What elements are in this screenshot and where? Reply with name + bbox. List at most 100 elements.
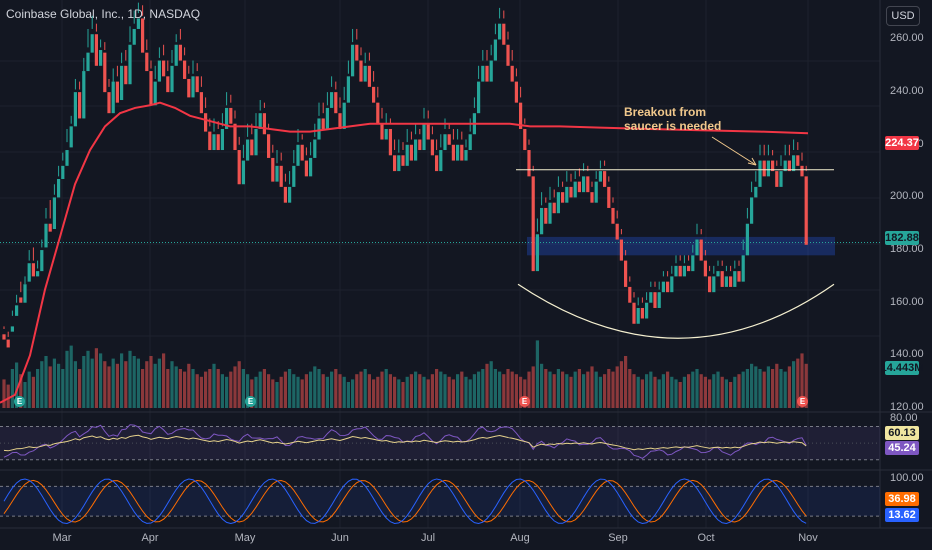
candle-body bbox=[540, 207, 544, 235]
candle-body bbox=[296, 144, 300, 166]
volume-bar bbox=[376, 376, 380, 408]
volume-bar bbox=[523, 379, 527, 408]
candle-body bbox=[27, 263, 31, 282]
volume-bar bbox=[519, 376, 523, 408]
candle-body bbox=[384, 128, 388, 140]
volume-bar bbox=[141, 369, 145, 408]
volume-bar bbox=[246, 374, 250, 408]
volume-bar bbox=[262, 369, 266, 408]
earnings-icon[interactable]: E bbox=[245, 396, 256, 407]
candle-body bbox=[254, 128, 258, 156]
annotation-arrow-head bbox=[747, 157, 757, 166]
candle-body bbox=[569, 186, 573, 198]
candle-body bbox=[430, 139, 434, 156]
candle-body bbox=[258, 113, 262, 129]
candle-body bbox=[771, 160, 775, 172]
volume-bar bbox=[267, 374, 271, 408]
currency-button[interactable]: USD bbox=[886, 6, 920, 26]
candle-body bbox=[762, 160, 766, 177]
candle-body bbox=[464, 150, 468, 161]
volume-bar bbox=[187, 363, 191, 408]
volume-bar bbox=[422, 376, 426, 408]
candle-body bbox=[380, 123, 384, 140]
volume-bar bbox=[758, 369, 762, 408]
volume-bar bbox=[73, 361, 77, 408]
candle-body bbox=[750, 197, 754, 224]
volume-bar bbox=[229, 371, 233, 408]
candle-body bbox=[615, 223, 619, 240]
volume-bar bbox=[346, 382, 350, 408]
candle-body bbox=[136, 18, 140, 29]
earnings-icon[interactable]: E bbox=[14, 396, 25, 407]
volume-bar bbox=[611, 371, 615, 408]
volume-bar bbox=[766, 366, 770, 408]
volume-bar bbox=[204, 371, 208, 408]
candle-body bbox=[779, 171, 783, 187]
volume-bar bbox=[94, 348, 98, 408]
candle-body bbox=[653, 292, 657, 308]
volume-bar bbox=[489, 361, 493, 408]
volume-bar bbox=[771, 369, 775, 408]
volume-bar bbox=[380, 371, 384, 408]
volume-bar bbox=[649, 371, 653, 408]
chart-title: Coinbase Global, Inc., 1D, NASDAQ bbox=[6, 7, 201, 21]
candle-body bbox=[40, 250, 44, 272]
volume-bar bbox=[401, 382, 405, 408]
volume-bar bbox=[275, 382, 279, 408]
candle-body bbox=[414, 139, 418, 161]
candle-body bbox=[552, 202, 556, 214]
volume-bar bbox=[174, 366, 178, 408]
volume-badge: 14.443M bbox=[880, 361, 924, 375]
earnings-icon[interactable]: E bbox=[797, 396, 808, 407]
volume-bar bbox=[288, 369, 292, 408]
month-label: Nov bbox=[798, 532, 818, 544]
candle-body bbox=[577, 181, 581, 193]
candle-body bbox=[15, 305, 19, 316]
volume-bar bbox=[510, 371, 514, 408]
candle-body bbox=[111, 81, 115, 114]
volume-bar bbox=[178, 369, 182, 408]
stoch-d-line bbox=[3, 479, 807, 523]
volume-bar bbox=[493, 369, 497, 408]
earnings-icon[interactable]: E bbox=[519, 396, 530, 407]
volume-bar bbox=[804, 363, 808, 408]
candle-body bbox=[6, 339, 10, 348]
candle-body bbox=[586, 176, 590, 193]
candle-body bbox=[544, 207, 548, 224]
volume-bar bbox=[674, 379, 678, 408]
stoch-k-line bbox=[3, 478, 807, 525]
volume-bar bbox=[645, 374, 649, 408]
candle-body bbox=[212, 134, 216, 151]
volume-bar bbox=[212, 363, 216, 408]
candle-body bbox=[548, 202, 552, 224]
candle-body bbox=[607, 186, 611, 208]
volume-bar bbox=[548, 371, 552, 408]
candle-body bbox=[775, 171, 779, 187]
candle-body bbox=[292, 165, 296, 187]
volume-bar bbox=[414, 371, 418, 408]
volume-bar bbox=[69, 345, 73, 408]
volume-bar bbox=[703, 376, 707, 408]
volume-bar bbox=[624, 356, 628, 408]
candle-body bbox=[695, 239, 699, 256]
volume-bar bbox=[582, 374, 586, 408]
candle-body bbox=[426, 123, 430, 140]
volume-bar bbox=[183, 371, 187, 408]
price-tick-label: 160.00 bbox=[890, 295, 924, 308]
candle-body bbox=[233, 123, 237, 151]
volume-bar bbox=[472, 374, 476, 408]
volume-bar bbox=[359, 371, 363, 408]
volume-bar bbox=[220, 374, 224, 408]
stoch-tick-label: 100.00 bbox=[890, 472, 924, 484]
volume-bar bbox=[367, 374, 371, 408]
candle-body bbox=[666, 281, 670, 293]
candle-body bbox=[498, 23, 502, 40]
volume-bar bbox=[195, 374, 199, 408]
volume-bar bbox=[48, 366, 52, 408]
support-zone bbox=[0, 236, 880, 256]
volume-bar bbox=[724, 379, 728, 408]
volume-bar bbox=[792, 361, 796, 408]
volume-bar bbox=[6, 384, 10, 408]
volume-bar bbox=[661, 374, 665, 408]
